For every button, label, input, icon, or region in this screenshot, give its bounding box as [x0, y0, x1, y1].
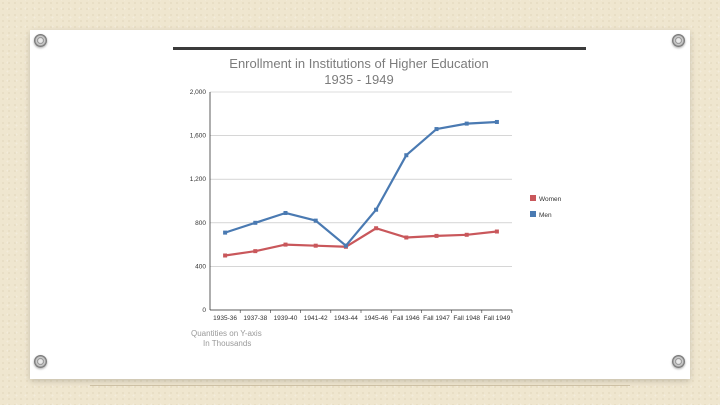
- data-point-men: [404, 153, 409, 158]
- data-point-men: [283, 210, 288, 215]
- axis-note-line-2: In Thousands: [203, 339, 251, 348]
- data-point-women: [374, 226, 379, 231]
- y-tick-label: 800: [195, 220, 206, 227]
- x-tick-label: Fall 1946: [393, 315, 420, 322]
- data-point-women: [283, 242, 288, 247]
- data-point-men: [494, 119, 499, 124]
- x-tick-label: 1939-40: [274, 315, 298, 322]
- x-tick-label: Fall 1949: [484, 315, 511, 322]
- chart-subtitle: 1935 - 1949: [324, 72, 393, 87]
- legend-label-women: Women: [539, 196, 562, 203]
- data-point-women: [404, 235, 409, 240]
- x-tick-label: 1935-36: [213, 315, 237, 322]
- x-tick-label: 1941-42: [304, 315, 328, 322]
- data-point-men: [223, 230, 228, 235]
- y-tick-label: 0: [202, 307, 206, 314]
- x-tick-label: 1937-38: [243, 315, 267, 322]
- data-point-men: [434, 127, 439, 132]
- x-tick-label: 1945-46: [364, 315, 388, 322]
- tack-bottom-right-icon: [672, 355, 685, 368]
- data-point-women: [313, 243, 318, 248]
- y-tick-label: 400: [195, 263, 206, 270]
- data-point-men: [374, 207, 379, 212]
- data-point-women: [223, 253, 228, 258]
- data-point-women: [253, 249, 258, 254]
- legend-swatch-women: [530, 195, 536, 201]
- legend-label-men: Men: [539, 212, 552, 219]
- tack-bottom-left-icon: [34, 355, 47, 368]
- series-line-men: [224, 120, 497, 247]
- data-point-men: [313, 218, 318, 223]
- line-chart: Enrollment in Institutions of Higher Edu…: [190, 56, 562, 348]
- data-point-men: [253, 220, 258, 225]
- series-line-women: [224, 227, 498, 257]
- x-tick-label: 1943-44: [334, 315, 358, 322]
- y-tick-label: 2,000: [190, 89, 207, 96]
- tack-top-left-icon: [34, 34, 47, 47]
- legend-swatch-men: [530, 211, 536, 217]
- decorative-line: [90, 385, 630, 386]
- y-tick-label: 1,200: [190, 176, 207, 183]
- x-tick-label: Fall 1947: [423, 315, 450, 322]
- data-point-women: [464, 232, 469, 237]
- chart-frame: Enrollment in Institutions of Higher Edu…: [173, 47, 586, 355]
- data-point-women: [434, 233, 439, 238]
- tack-top-right-icon: [672, 34, 685, 47]
- axis-note-line-1: Quantities on Y-axis: [191, 329, 262, 338]
- chart-title: Enrollment in Institutions of Higher Edu…: [229, 56, 488, 71]
- y-tick-label: 1,600: [190, 133, 207, 140]
- x-tick-label: Fall 1948: [453, 315, 480, 322]
- data-point-women: [494, 229, 499, 234]
- data-point-men: [464, 121, 469, 126]
- data-point-men: [343, 243, 348, 248]
